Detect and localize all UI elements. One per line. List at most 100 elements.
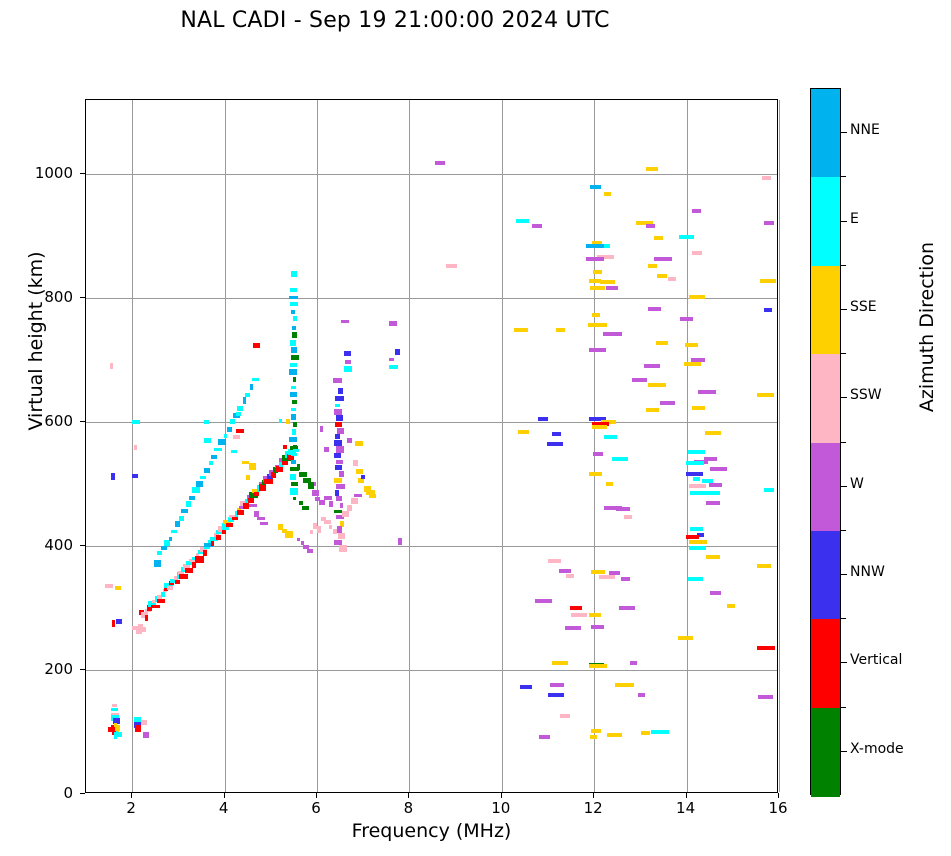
gridline-horizontal <box>86 297 777 299</box>
scatter-point <box>332 528 337 534</box>
scatter-point <box>564 625 581 630</box>
scatter-point <box>358 477 365 483</box>
scatter-point <box>693 476 701 481</box>
scatter-point <box>157 551 163 556</box>
scatter-point <box>192 561 197 568</box>
scatter-point <box>689 484 707 489</box>
scatter-point <box>290 392 298 398</box>
scatter-point <box>389 358 395 362</box>
scatter-point <box>647 263 657 268</box>
scatter-point <box>538 734 550 739</box>
scatter-point <box>592 269 602 274</box>
scatter-point <box>555 328 565 333</box>
scatter-point <box>337 533 345 539</box>
x-axis-tick-label: 12 <box>583 799 603 817</box>
scatter-point <box>134 721 142 728</box>
scatter-point <box>589 734 597 739</box>
scatter-point <box>691 251 702 256</box>
scatter-point <box>763 488 774 493</box>
scatter-point <box>313 523 318 530</box>
scatter-point <box>131 419 140 424</box>
scatter-point <box>354 440 363 446</box>
scatter-point <box>316 526 321 534</box>
scatter-point <box>160 591 165 597</box>
scatter-point <box>233 434 241 439</box>
scatter-point <box>590 285 606 290</box>
scatter-point <box>334 477 343 483</box>
scatter-point <box>175 579 180 584</box>
scatter-point <box>189 495 196 500</box>
scatter-point <box>290 467 300 471</box>
y-axis-tick-label: 400 <box>44 535 73 554</box>
colorbar <box>810 88 841 797</box>
scatter-point <box>334 539 343 545</box>
scatter-point <box>211 454 218 459</box>
scatter-point <box>548 558 561 563</box>
scatter-point <box>286 453 294 460</box>
scatter-point <box>704 431 721 435</box>
gridlines <box>86 100 780 792</box>
scatter-point <box>618 605 635 610</box>
scatter-point <box>335 415 343 422</box>
scatter-point <box>339 520 344 527</box>
scatter-point <box>591 728 601 733</box>
scatter-point <box>259 484 266 492</box>
scatter-point <box>242 461 250 465</box>
colorbar-segment-divider <box>841 353 846 355</box>
scatter-point <box>761 175 771 180</box>
scatter-point <box>605 285 618 290</box>
scatter-point <box>282 529 288 533</box>
x-axis-title: Frequency (MHz) <box>351 820 512 842</box>
scatter-point <box>559 713 570 718</box>
x-axis-tick-label: 16 <box>768 799 788 817</box>
scatter-point <box>635 221 653 226</box>
scatter-point <box>249 503 258 507</box>
scatter-point <box>291 459 297 464</box>
scatter-point <box>621 577 631 582</box>
x-axis-tick <box>223 793 225 798</box>
gridline-horizontal <box>86 421 777 423</box>
scatter-point <box>144 614 148 621</box>
scatter-point <box>571 613 588 618</box>
scatter-point <box>175 520 180 527</box>
scatter-point <box>289 296 299 300</box>
colorbar-segment-sse <box>811 265 840 355</box>
scatter-point <box>590 624 604 629</box>
colorbar-segment-divider <box>841 441 846 443</box>
scatter-point <box>690 490 708 495</box>
scatter-point <box>697 390 716 395</box>
scatter-point <box>156 594 162 599</box>
scatter-point <box>650 730 669 734</box>
scatter-point <box>112 703 118 707</box>
scatter-point <box>604 434 618 439</box>
scatter-point <box>248 492 258 499</box>
scatter-point <box>279 461 283 467</box>
scatter-point <box>685 460 704 465</box>
scatter-point <box>603 331 623 336</box>
scatter-point <box>290 408 296 411</box>
scatter-point <box>646 223 656 228</box>
gridline-vertical <box>224 100 226 792</box>
scatter-point <box>394 349 400 356</box>
scatter-point <box>680 316 694 321</box>
scatter-point <box>160 546 167 551</box>
scatter-point <box>292 421 297 427</box>
scatter-point <box>299 471 308 477</box>
scatter-point <box>336 526 342 534</box>
scatter-point <box>590 570 605 574</box>
scatter-point <box>684 343 698 347</box>
scatter-point <box>589 613 602 618</box>
scatter-point <box>335 489 340 496</box>
scatter-point <box>344 365 353 372</box>
scatter-point <box>131 625 140 630</box>
scatter-point <box>361 474 366 479</box>
scatter-point <box>336 496 343 502</box>
scatter-point <box>329 525 333 530</box>
scatter-point <box>640 731 650 736</box>
scatter-point <box>388 321 397 327</box>
scatter-point <box>338 544 347 552</box>
scatter-point <box>353 493 362 497</box>
x-axis-tick <box>316 793 317 798</box>
scatter-point <box>252 489 259 494</box>
scatter-point <box>112 619 116 627</box>
